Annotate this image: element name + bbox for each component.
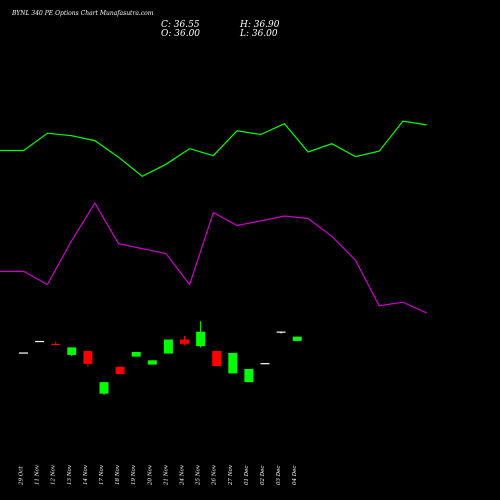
candle-body — [51, 343, 61, 346]
candle-body — [180, 339, 189, 344]
x-tick-label: 13 Nov — [67, 464, 73, 485]
candle-body — [131, 352, 141, 357]
x-tick-label: 29 Oct — [19, 466, 25, 486]
candle-body — [276, 331, 286, 333]
x-tick-label: 20 Nov — [147, 464, 153, 486]
indicator-line-1 — [0, 120, 427, 178]
candle-body — [196, 331, 206, 347]
x-tick-label: 02 Dec — [260, 466, 266, 486]
open-value: O: 36.00 — [161, 29, 201, 39]
x-tick-label: 26 Nov — [212, 464, 218, 486]
candle-body — [67, 347, 77, 355]
x-tick-label: 01 Dec — [244, 466, 250, 486]
chart-title: BYNL 340 PE Options Chart Munafasutra.co… — [12, 10, 154, 17]
candle-body — [147, 360, 157, 365]
x-tick-label: 04 Dec — [292, 466, 298, 486]
candle-body — [35, 340, 45, 343]
x-tick-label: 11 Nov — [35, 464, 41, 485]
candle-body — [99, 382, 109, 394]
x-tick-label: 14 Nov — [83, 464, 89, 485]
candle-body — [212, 350, 222, 366]
candle-body — [163, 339, 173, 354]
low-value: L: 36.00 — [240, 29, 278, 39]
candle-body — [260, 363, 270, 365]
candle-body — [19, 352, 28, 354]
close-value: C: 36.55 — [161, 20, 200, 30]
x-tick-label: 24 Nov — [180, 464, 186, 486]
candle-body — [115, 366, 125, 374]
x-tick-label: 25 Nov — [196, 464, 202, 486]
candle-body — [228, 352, 238, 374]
x-tick-label: 19 Nov — [131, 464, 137, 485]
high-value: H: 36.90 — [240, 20, 280, 30]
candle-body — [292, 336, 302, 341]
x-tick-label: 12 Nov — [51, 464, 57, 485]
x-tick-label: 21 Nov — [163, 464, 169, 486]
x-tick-label: 17 Nov — [99, 464, 105, 485]
x-tick-label: 03 Dec — [276, 466, 282, 486]
candle-body — [244, 368, 254, 383]
indicator-line-2 — [0, 201, 427, 314]
x-tick-label: 27 Nov — [228, 464, 234, 486]
x-tick-label: 18 Nov — [115, 464, 121, 485]
candle-body — [83, 350, 93, 364]
